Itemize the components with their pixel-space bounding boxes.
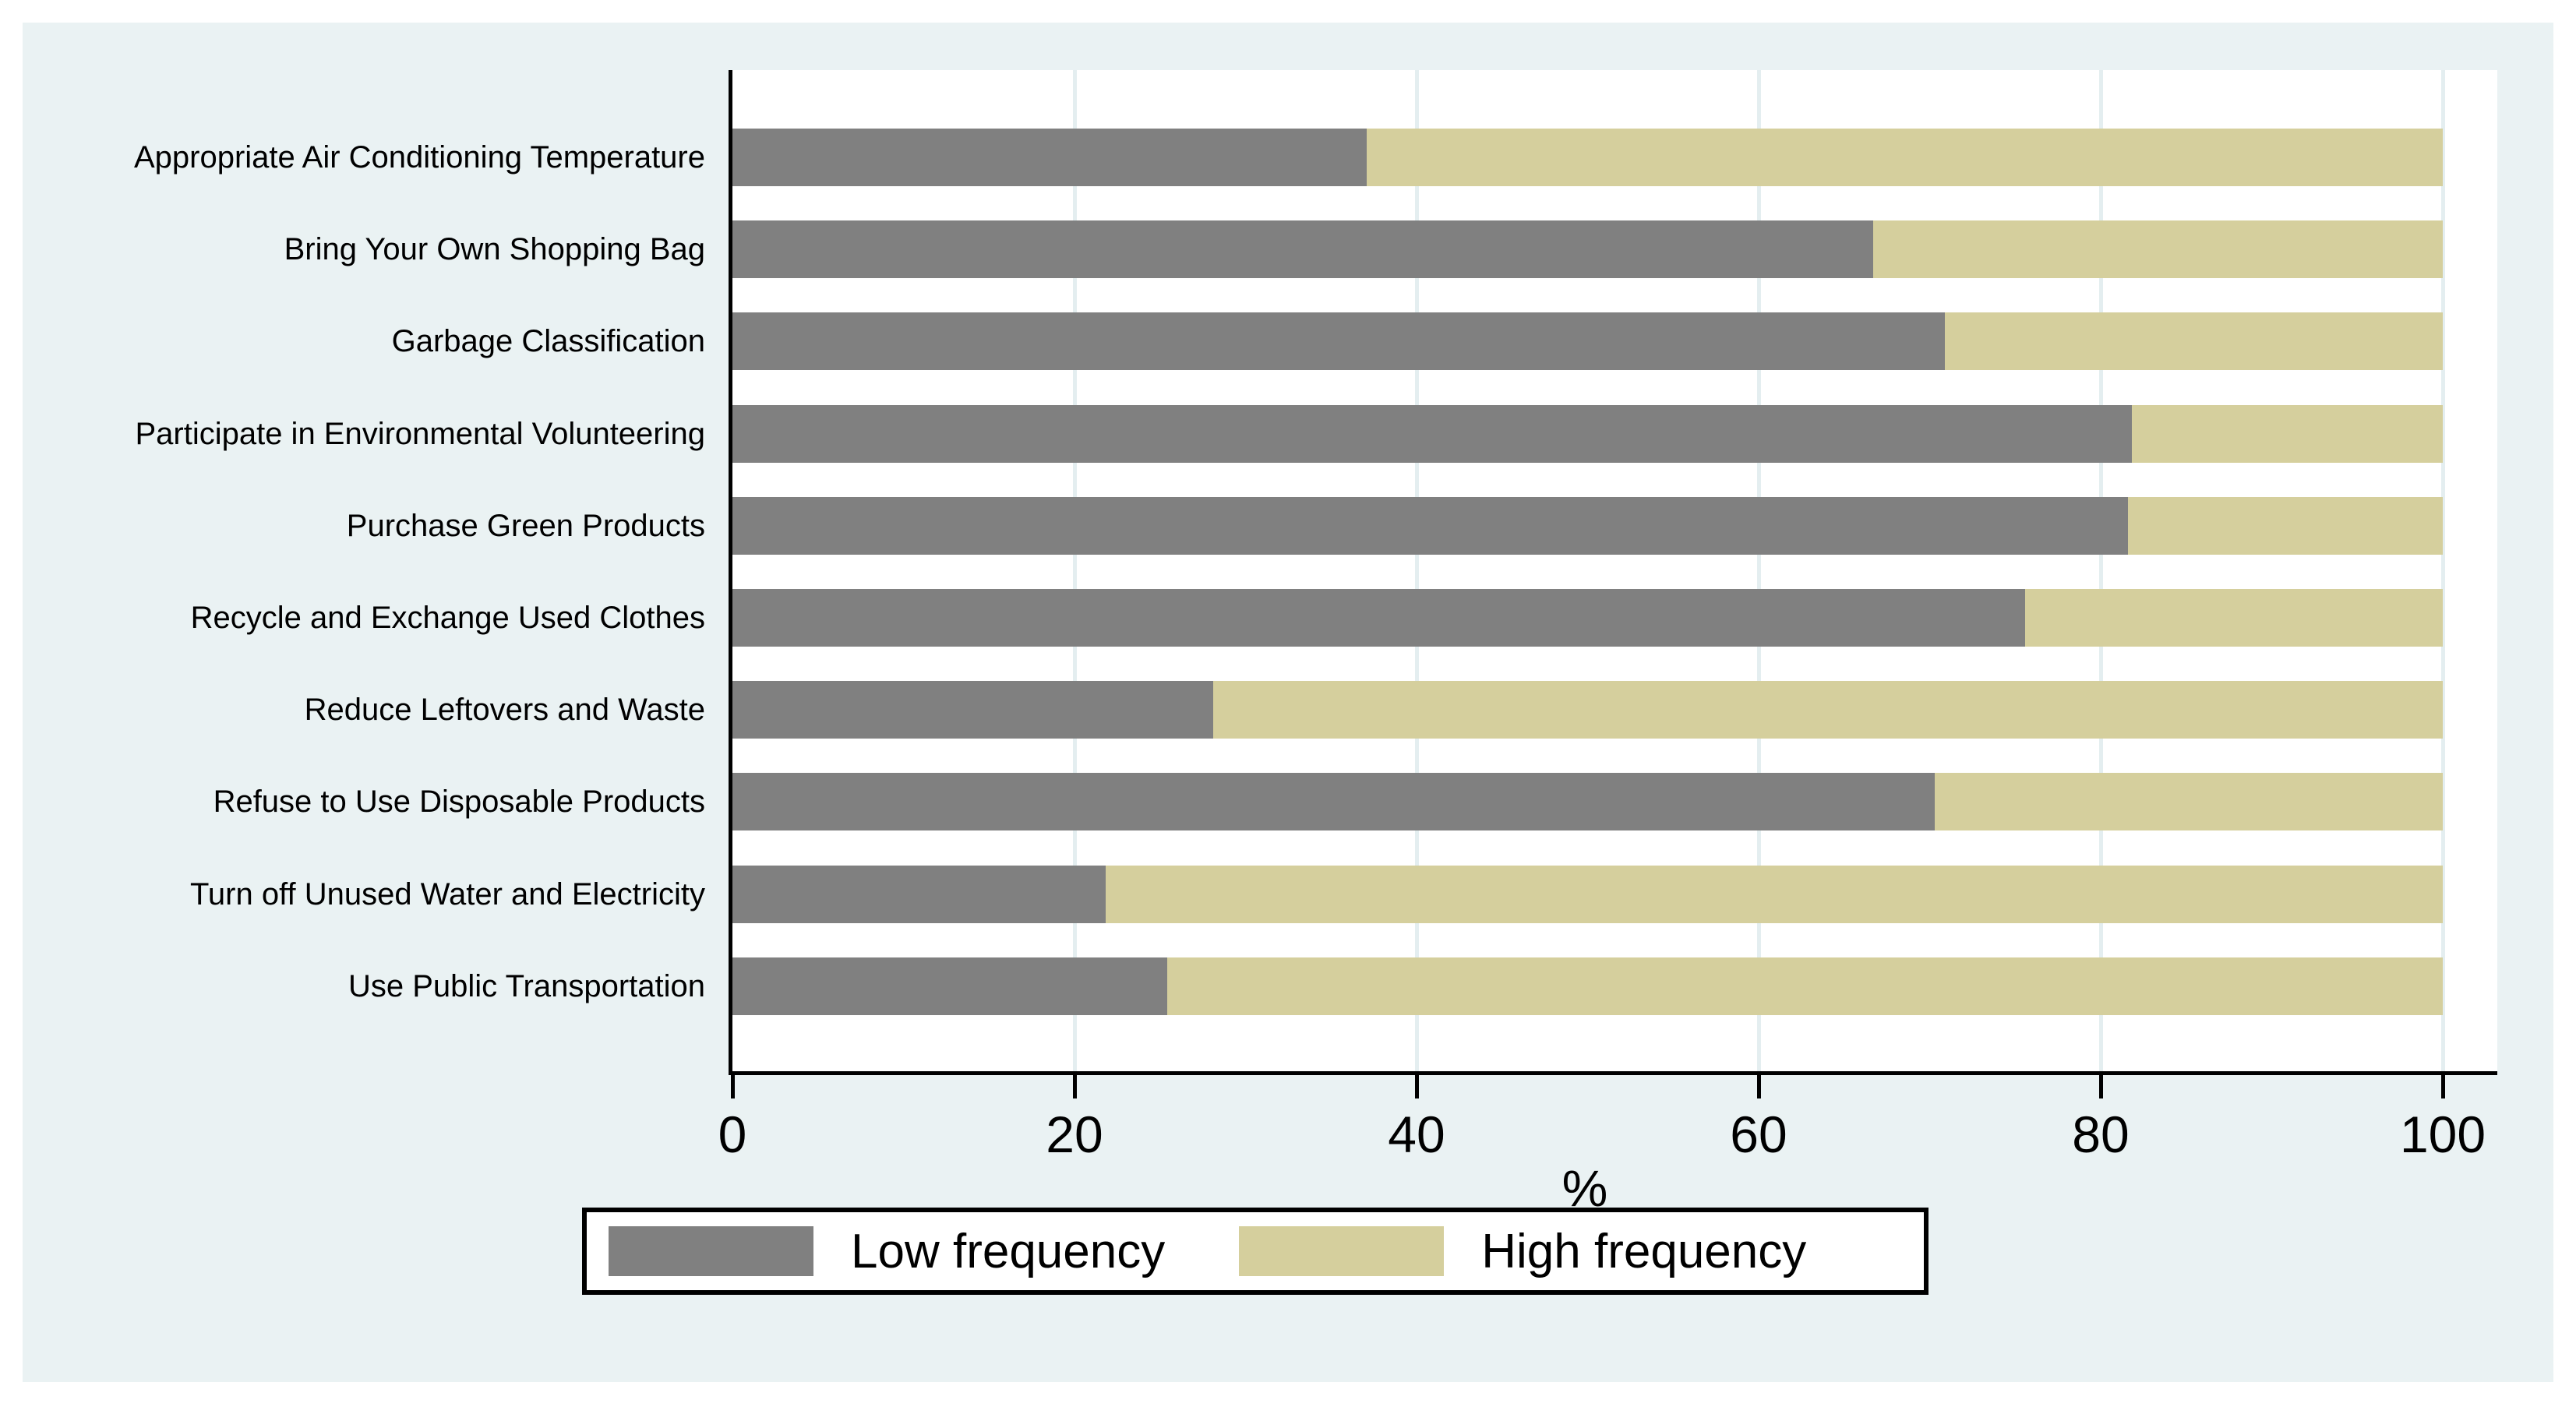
- category-label: Use Public Transportation: [348, 968, 705, 1003]
- gridline-40: [1415, 70, 1419, 1071]
- bar-row: [732, 496, 2443, 555]
- x-axis-tick: [1073, 1075, 1077, 1098]
- bar-segment: [732, 589, 2026, 647]
- bar-segment: [1367, 129, 2443, 186]
- bar-segment: [1945, 312, 2443, 371]
- bar-segment: [732, 865, 1106, 923]
- x-axis-tick: [1757, 1075, 1761, 1098]
- bar-segment: [732, 496, 2129, 555]
- bar-segment: [732, 404, 2132, 463]
- x-axis-tick: [2441, 1075, 2445, 1098]
- x-axis-tick-label: 20: [1046, 1106, 1103, 1163]
- bar-segment: [732, 957, 1167, 1015]
- x-axis-tick-label: 80: [2072, 1106, 2130, 1163]
- bar-segment: [732, 312, 1946, 371]
- bar-segment: [1166, 957, 2443, 1015]
- gridline-100: [2441, 70, 2445, 1071]
- category-label: Refuse to Use Disposable Products: [213, 785, 705, 820]
- legend-label-low-frequency: Low frequency: [851, 1224, 1166, 1278]
- legend: Low frequency High frequency: [582, 1208, 1928, 1295]
- x-axis-title: %: [1561, 1159, 1608, 1217]
- bar-segment: [732, 220, 1874, 279]
- legend-entry-high-frequency: High frequency: [1239, 1224, 1806, 1279]
- category-label: Turn off Unused Water and Electricity: [189, 876, 705, 912]
- bar-segment: [732, 773, 1936, 831]
- bar-segment: [1105, 865, 2443, 923]
- bar-row: [732, 957, 2443, 1015]
- legend-label-high-frequency: High frequency: [1481, 1224, 1807, 1278]
- category-label: Garbage Classification: [391, 324, 705, 359]
- bar-segment: [1935, 773, 2443, 831]
- x-axis-tick: [2099, 1075, 2103, 1098]
- bar-row: [732, 681, 2443, 739]
- bar-segment: [732, 129, 1367, 186]
- bar-segment: [1212, 681, 2443, 739]
- plot-area: [729, 70, 2497, 1075]
- category-label: Bring Your Own Shopping Bag: [284, 232, 705, 267]
- category-label: Recycle and Exchange Used Clothes: [190, 601, 705, 635]
- x-axis-tick: [731, 1075, 735, 1098]
- gridline-80: [2099, 70, 2103, 1071]
- bar-row: [732, 589, 2443, 647]
- category-label: Participate in Environmental Volunteerin…: [135, 416, 705, 451]
- category-label: Purchase Green Products: [346, 508, 705, 543]
- legend-entry-low-frequency: Low frequency: [609, 1224, 1165, 1279]
- x-axis-tick-label: 60: [1730, 1106, 1787, 1163]
- bar-row: [732, 220, 2443, 279]
- bar-segment: [1873, 220, 2443, 279]
- x-axis-tick-label: 100: [2399, 1106, 2486, 1163]
- bar-segment: [732, 681, 1213, 739]
- bar-row: [732, 312, 2443, 371]
- legend-swatch-low-frequency: [609, 1226, 813, 1276]
- category-label: Appropriate Air Conditioning Temperature: [133, 140, 705, 175]
- bar-segment: [2131, 404, 2443, 463]
- bar-row: [732, 404, 2443, 463]
- bar-segment: [2025, 589, 2443, 647]
- x-axis-tick: [1415, 1075, 1419, 1098]
- gridline-20: [1073, 70, 1077, 1071]
- gridline-60: [1757, 70, 1761, 1071]
- bar-row: [732, 773, 2443, 831]
- bar-row: [732, 865, 2443, 923]
- legend-swatch-high-frequency: [1239, 1226, 1445, 1276]
- x-axis-tick-label: 40: [1388, 1106, 1445, 1163]
- bar-segment: [2128, 496, 2443, 555]
- bar-row: [732, 129, 2443, 186]
- x-axis-tick-label: 0: [718, 1106, 747, 1163]
- category-label: Reduce Leftovers and Waste: [304, 693, 705, 728]
